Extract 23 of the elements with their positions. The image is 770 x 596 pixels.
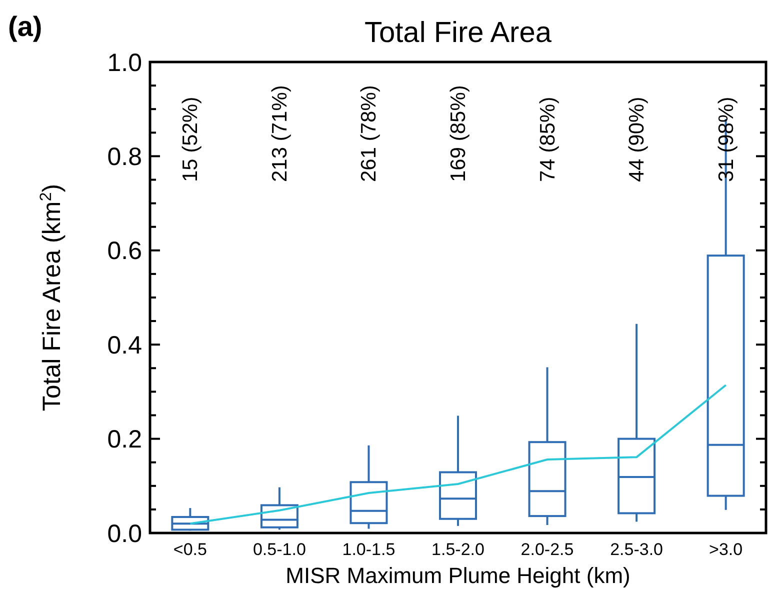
annotation: 213 (71%) xyxy=(268,85,292,182)
chart-title: Total Fire Area xyxy=(364,17,552,49)
y-tick-label: 0.2 xyxy=(107,426,142,454)
x-tick-label: >3.0 xyxy=(709,540,743,559)
annotation: 31 (98%) xyxy=(714,96,738,182)
annotation: 261 (78%) xyxy=(358,85,381,182)
annotation: 44 (90%) xyxy=(626,96,649,182)
x-tick-label: 2.0-2.5 xyxy=(520,540,574,559)
y-tick-label: 0.8 xyxy=(107,142,142,171)
x-tick-label: 0.5-1.0 xyxy=(252,540,306,559)
annotation: 169 (85%) xyxy=(447,85,470,182)
x-tick-label: 2.5-3.0 xyxy=(610,540,664,559)
y-tick-label: 0.4 xyxy=(107,331,142,360)
x-tick-label: <0.5 xyxy=(173,540,207,559)
x-axis-title: MISR Maximum Plume Height (km) xyxy=(286,563,630,588)
text: (a) xyxy=(8,11,42,42)
x-tick-label: 1.5-2.0 xyxy=(432,540,484,559)
annotation: 74 (85%) xyxy=(536,96,560,182)
x-tick-label: 1.0-1.5 xyxy=(342,540,396,559)
y-tick-label: 1.0 xyxy=(107,48,142,77)
y-tick-label: 0.6 xyxy=(107,237,142,266)
annotation: 15 (52%) xyxy=(179,96,202,182)
y-tick-label: 0.0 xyxy=(107,520,142,548)
